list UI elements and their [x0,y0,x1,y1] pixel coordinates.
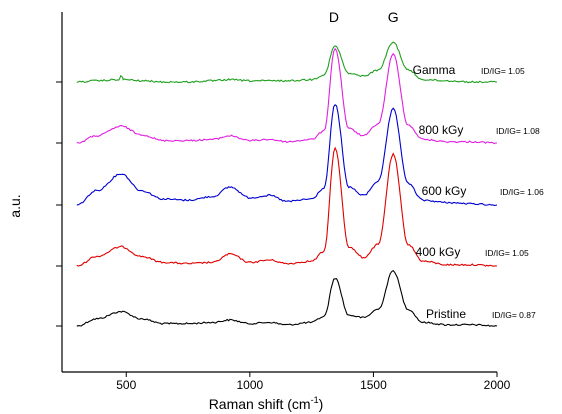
series-ratio-600-kgy: ID/IG= 1.06 [500,187,544,197]
axes [61,12,497,373]
traces [76,41,498,327]
series-ratio-gamma: ID/IG= 1.05 [481,66,525,76]
trace-400-kgy [76,146,498,267]
trace-gamma [76,41,498,84]
x-tick-label-1000: 1000 [236,378,263,392]
trace-600-kgy [76,104,498,206]
peak-label-g: G [388,9,399,25]
y-axis-title: a.u. [7,194,23,217]
y-ticks [56,81,62,327]
x-tick-label-2000: 2000 [484,378,511,392]
x-axis-title: Raman shift (cm-1) [209,395,324,412]
series-label-800-kgy: 800 kGy [419,123,464,137]
x-tick-label-1500: 1500 [360,378,387,392]
series-label-gamma: Gamma [413,63,456,77]
x-ticks: 500 1000 1500 2000 [116,372,511,392]
series-ratio-400-kgy: ID/IG= 1.05 [485,248,529,258]
trace-800-kgy [76,47,497,145]
series-label-pristine: Pristine [426,307,466,321]
peak-label-d: D [329,9,339,25]
x-tick-label-500: 500 [116,378,136,392]
series-labels: Pristine ID/IG= 0.87 400 kGy ID/IG= 1.05 600… [413,63,544,321]
trace-pristine [76,269,498,327]
series-label-600-kgy: 600 kGy [422,184,467,198]
series-label-400-kgy: 400 kGy [416,245,461,259]
series-ratio-pristine: ID/IG= 0.87 [492,310,536,320]
series-ratio-800-kgy: ID/IG= 1.08 [496,126,540,136]
